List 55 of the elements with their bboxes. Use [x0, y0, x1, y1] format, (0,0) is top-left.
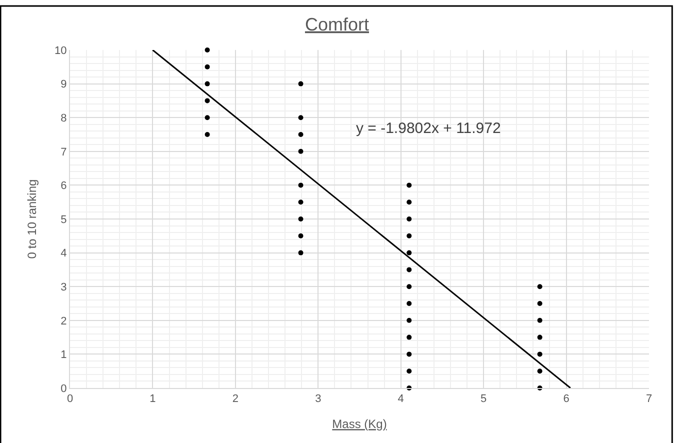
point [298, 233, 304, 238]
x-tick-label: 4 [398, 393, 404, 406]
point [406, 216, 412, 222]
point [537, 368, 542, 374]
y-tick-label: 10 [54, 44, 67, 57]
point [204, 81, 210, 86]
point [406, 200, 412, 205]
point [406, 233, 412, 238]
point [204, 98, 210, 104]
point [298, 216, 304, 222]
y-tick-label: 7 [60, 146, 67, 158]
y-axis-title: 0 to 10 ranking [24, 179, 39, 259]
point [537, 318, 542, 323]
point [298, 132, 304, 137]
point [298, 148, 304, 154]
point [406, 284, 412, 290]
x-tick-label: 2 [232, 393, 238, 406]
point [204, 132, 210, 137]
point [298, 182, 304, 188]
point [406, 318, 412, 323]
x-axis-title: Mass (Kg) [332, 417, 387, 432]
x-tick-label: 5 [480, 393, 487, 406]
point [298, 81, 304, 86]
point [406, 334, 412, 340]
y-tick-label: 3 [60, 281, 67, 294]
point [298, 250, 304, 256]
chart-title: Comfort [304, 14, 370, 34]
y-tick-label: 6 [60, 180, 67, 192]
point [406, 267, 412, 272]
y-tick-label: 0 [60, 382, 67, 395]
point [406, 368, 412, 374]
annotation: y = -1.9802x + 11.972 [356, 120, 501, 137]
point [204, 64, 210, 70]
point [204, 115, 210, 120]
point [298, 115, 304, 120]
y-tick-label: 4 [60, 248, 67, 260]
point [298, 200, 304, 205]
point [406, 301, 412, 306]
point [406, 352, 412, 357]
point [204, 48, 210, 52]
x-tick-label: 3 [315, 393, 322, 406]
point [537, 352, 542, 357]
y-tick-label: 8 [60, 112, 67, 124]
x-tick-label: 1 [150, 393, 156, 406]
y-tick-label: 9 [60, 78, 67, 91]
point [406, 182, 412, 188]
x-tick-label: 7 [646, 393, 652, 406]
point [537, 284, 542, 290]
x-tick-label: 6 [563, 393, 570, 406]
point [537, 301, 542, 306]
y-tick-label: 1 [60, 349, 67, 362]
point [537, 334, 542, 340]
point [406, 250, 412, 256]
y-tick-label: 5 [60, 214, 67, 226]
y-tick-label: 2 [60, 315, 67, 328]
